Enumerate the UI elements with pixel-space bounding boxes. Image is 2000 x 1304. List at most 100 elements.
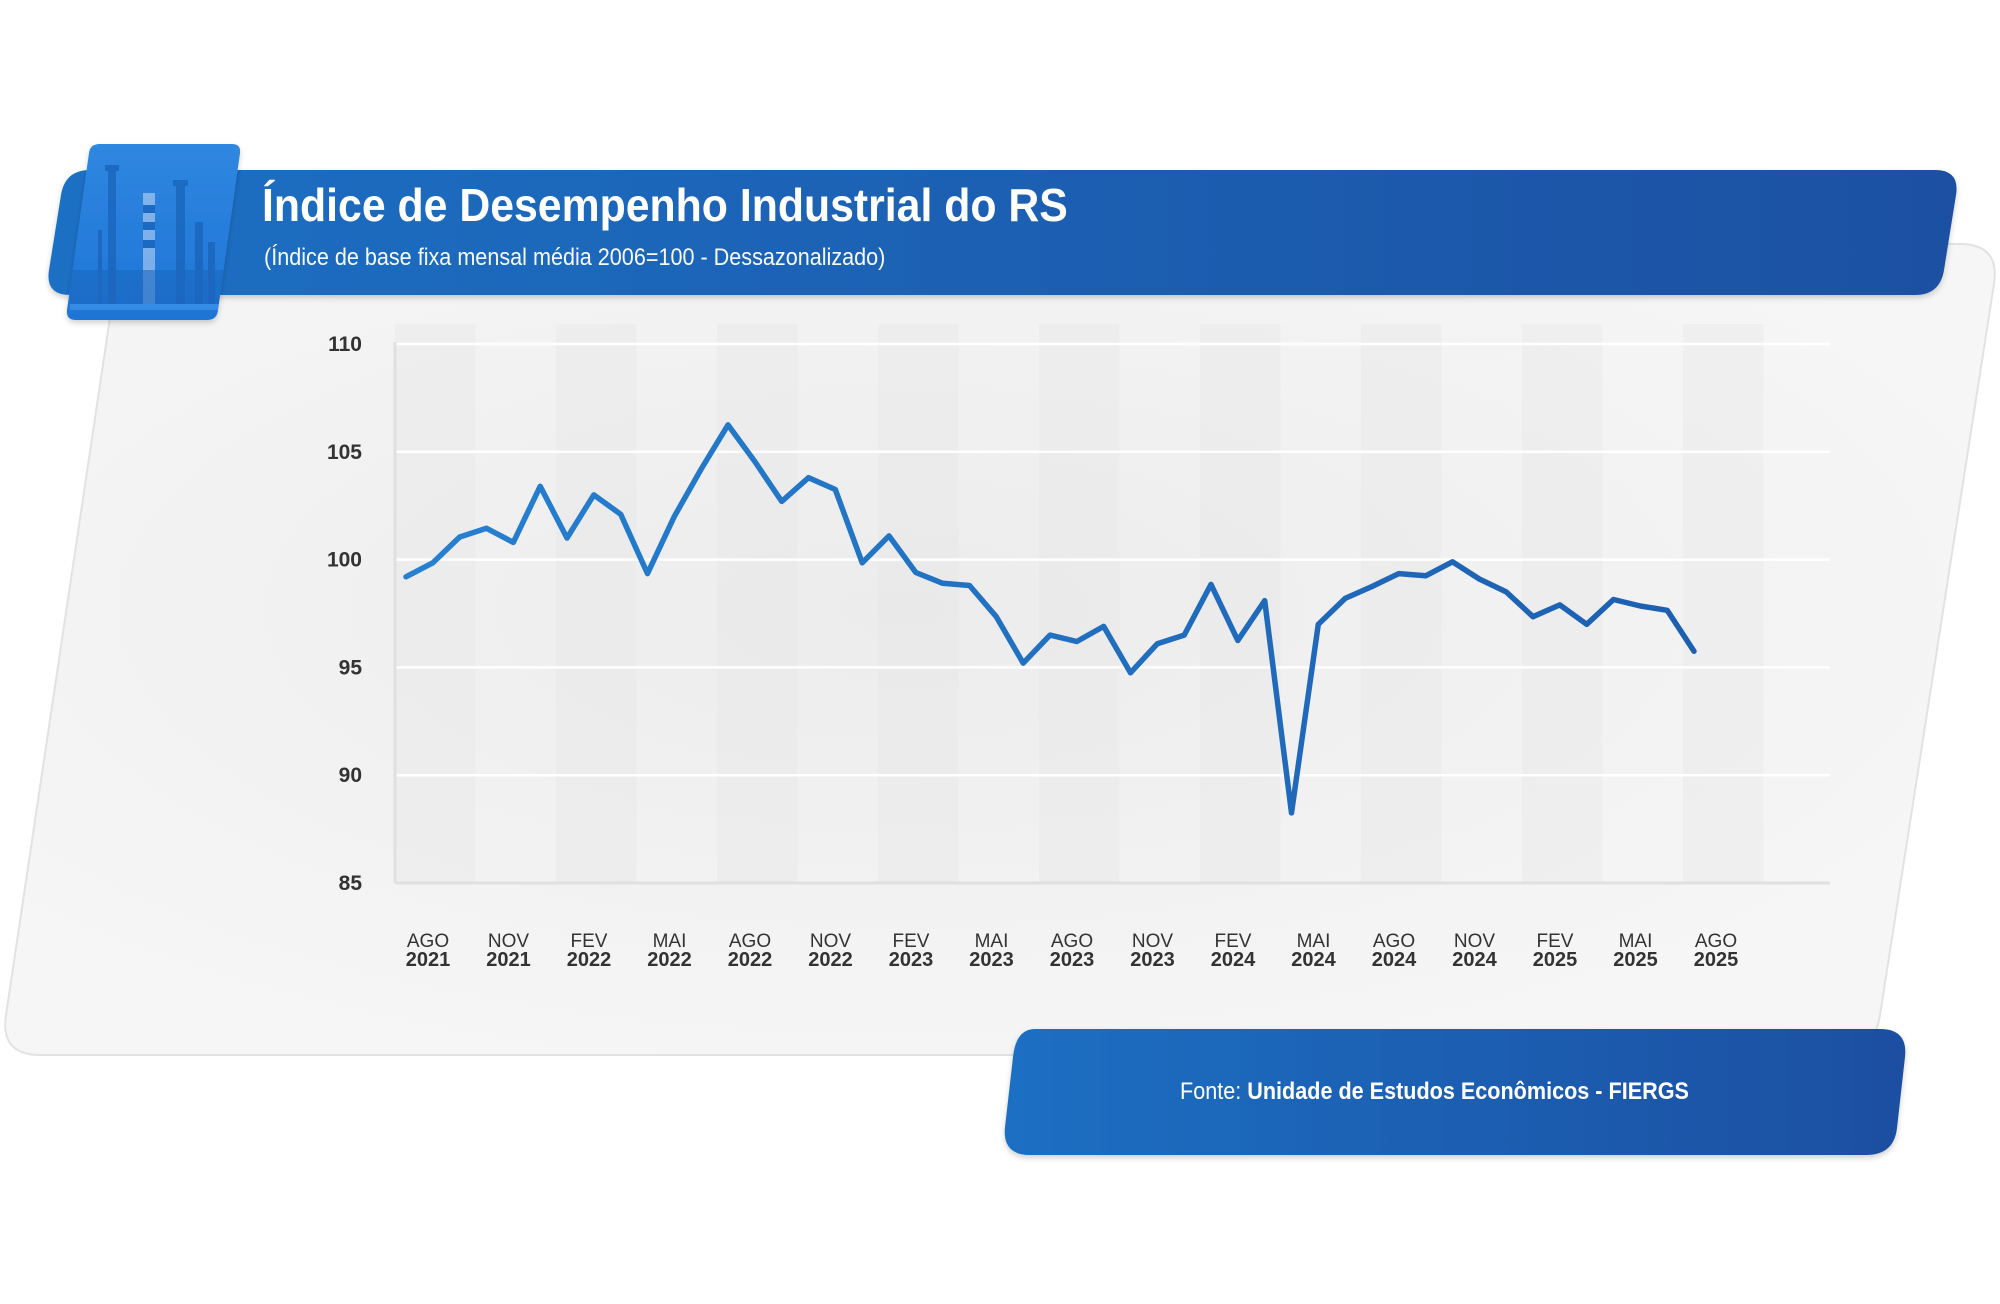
x-tick-month: AGO [729, 931, 771, 952]
x-tick-year: 2023 [1050, 949, 1095, 971]
data-point [806, 475, 811, 480]
x-tick-month: NOV [810, 931, 852, 952]
data-point [1665, 608, 1670, 613]
column-stripe [556, 324, 637, 883]
data-point [1262, 598, 1267, 603]
x-tick-month: AGO [1373, 931, 1415, 952]
column-stripe [878, 324, 959, 883]
data-point [618, 512, 623, 517]
chart-title: Índice de Desempenho Industrial do RS [262, 179, 1068, 231]
data-point [591, 492, 596, 497]
data-point [725, 422, 730, 427]
x-tick-year: 2023 [969, 949, 1014, 971]
x-tick-month: NOV [1454, 931, 1496, 952]
gridlines [395, 342, 1830, 777]
x-tick-year: 2021 [406, 949, 451, 971]
data-point [457, 534, 462, 539]
industrial-plant-image-icon [66, 144, 241, 320]
data-point [538, 484, 543, 489]
x-tick-year: 2021 [486, 949, 531, 971]
column-stripe [717, 324, 798, 883]
data-point [940, 581, 945, 586]
x-tick-year: 2024 [1291, 949, 1336, 971]
x-tick-year: 2025 [1613, 949, 1658, 971]
column-stripe [1039, 324, 1120, 883]
x-tick-month: FEV [1537, 931, 1574, 952]
column-stripe [395, 324, 476, 883]
x-tick-month: FEV [571, 931, 608, 952]
x-tick-year: 2023 [1130, 949, 1175, 971]
data-point [1343, 596, 1348, 601]
x-tick-year: 2025 [1694, 949, 1739, 971]
y-tick-label: 110 [328, 333, 362, 356]
x-tick-month: MAI [653, 931, 687, 952]
data-point [1047, 632, 1052, 637]
x-tick-year: 2024 [1372, 949, 1417, 971]
source-footer-bar [1004, 1029, 1906, 1155]
data-point [1557, 602, 1562, 607]
x-tick-year: 2024 [1452, 949, 1497, 971]
data-point [1450, 559, 1455, 564]
data-point [1530, 614, 1535, 619]
data-point [913, 570, 918, 575]
data-point [645, 571, 650, 576]
x-tick-year: 2022 [567, 949, 612, 971]
data-point [886, 533, 891, 538]
x-tick-year: 2022 [728, 949, 773, 971]
y-tick-label: 90 [339, 764, 362, 787]
x-tick-month: FEV [1215, 931, 1252, 952]
data-point [430, 560, 435, 565]
x-tick-labels: AGO2021NOV2021FEV2022MAI2022AGO2022NOV20… [406, 931, 1739, 971]
data-point [1638, 603, 1643, 608]
y-tick-label: 95 [339, 656, 363, 679]
data-point [1182, 632, 1187, 637]
data-point [779, 499, 784, 504]
data-point [860, 560, 865, 565]
data-point [1208, 582, 1213, 587]
data-point [403, 574, 408, 579]
y-tick-label: 85 [339, 872, 363, 895]
x-tick-month: AGO [1051, 931, 1093, 952]
column-stripe [1683, 324, 1764, 883]
x-tick-month: AGO [407, 931, 449, 952]
data-point [484, 526, 489, 531]
data-point [1316, 622, 1321, 627]
y-tick-label: 105 [327, 441, 362, 464]
data-point [1128, 670, 1133, 675]
chart-subtitle: (Índice de base fixa mensal média 2006=1… [264, 244, 886, 271]
data-point [564, 535, 569, 540]
x-tick-month: NOV [488, 931, 530, 952]
data-point [833, 487, 838, 492]
x-tick-year: 2022 [647, 949, 692, 971]
y-tick-label: 100 [327, 549, 362, 572]
x-tick-year: 2025 [1533, 949, 1578, 971]
data-point [752, 459, 757, 464]
data-point [1396, 571, 1401, 576]
x-tick-month: AGO [1695, 931, 1737, 952]
x-tick-month: MAI [1619, 931, 1653, 952]
x-tick-month: FEV [893, 931, 930, 952]
x-tick-month: NOV [1132, 931, 1174, 952]
column-stripe [1200, 324, 1281, 883]
data-point [699, 466, 704, 471]
x-tick-year: 2022 [808, 949, 853, 971]
data-point [1155, 641, 1160, 646]
data-point [1584, 622, 1589, 627]
source-label: Fonte: [1180, 1078, 1242, 1105]
data-point [1074, 639, 1079, 644]
